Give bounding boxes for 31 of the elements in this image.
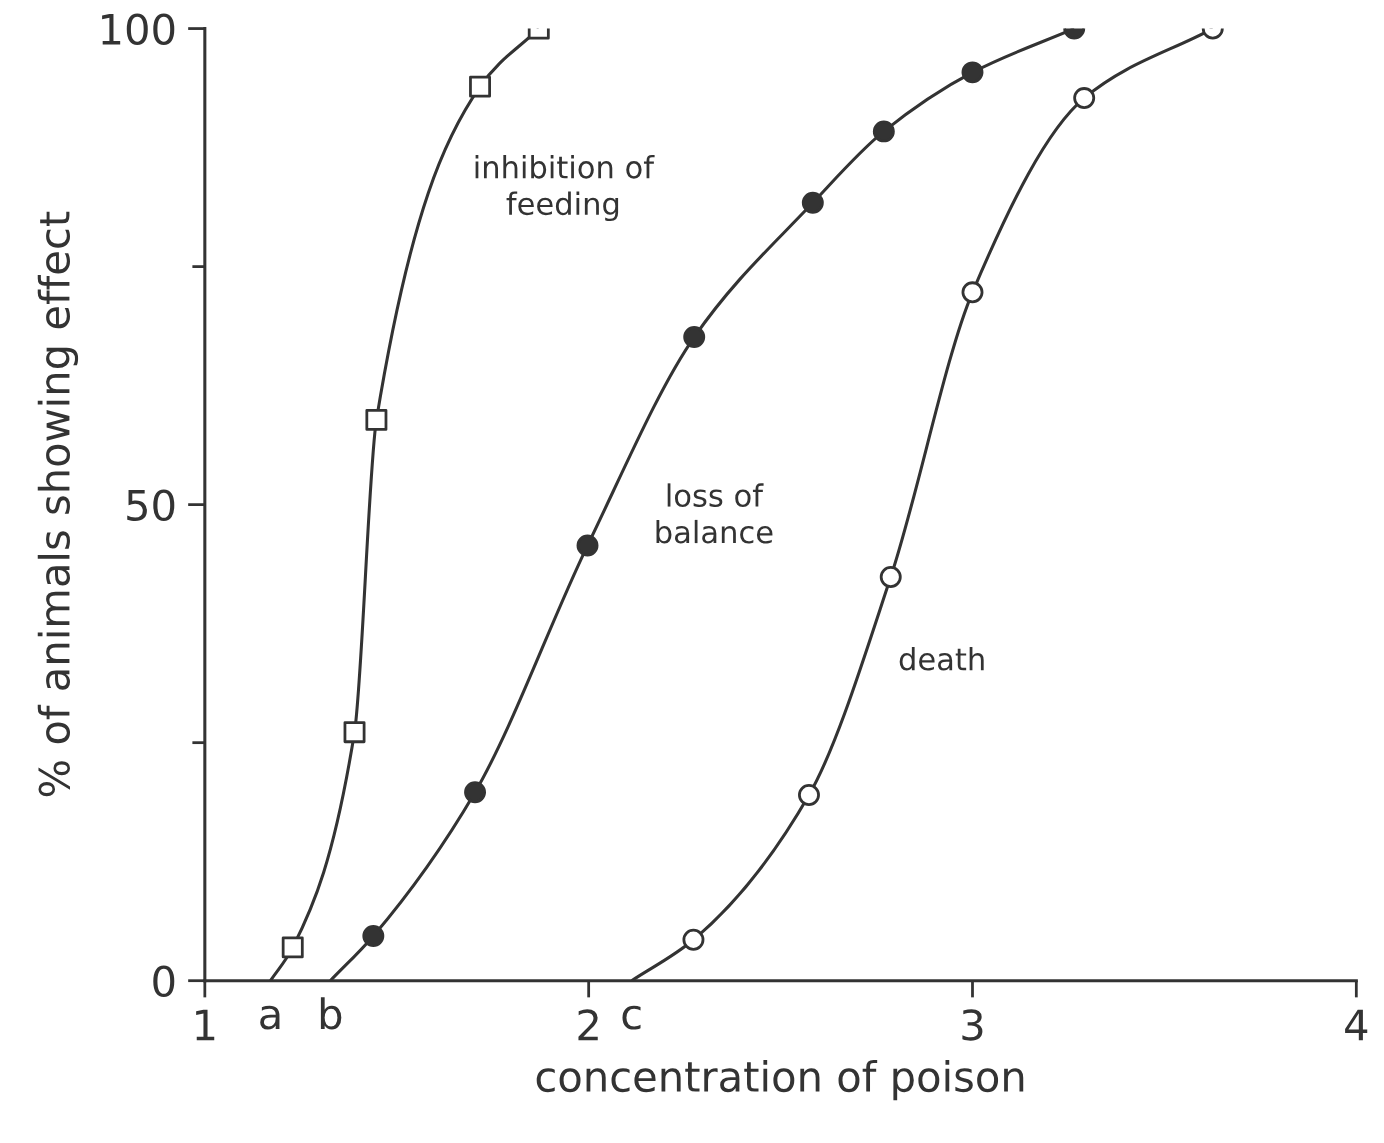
point (576, 534, 599, 557)
x-axis-title: concentration of poison (536, 1059, 1024, 1101)
point (879, 566, 902, 588)
point (961, 61, 984, 84)
point (464, 781, 487, 804)
annotation: a (260, 1005, 280, 1030)
point (1073, 87, 1096, 110)
point (343, 721, 366, 744)
annotation: b (320, 997, 342, 1030)
x-tick-label: 3 (962, 1009, 983, 1041)
x-tick-label: 1 (196, 1009, 215, 1041)
point (961, 281, 984, 304)
point (469, 75, 491, 98)
x-tick-label: 2 (578, 1009, 598, 1041)
y-axis-title: % of animals showing effect (37, 211, 79, 797)
point (683, 326, 706, 349)
y-tick-label: 100 (102, 13, 175, 45)
point (798, 784, 820, 806)
y-tick-label: 0 (153, 965, 175, 998)
point (281, 936, 304, 959)
annotation: c (622, 1005, 641, 1030)
point (872, 120, 895, 143)
point (365, 408, 388, 431)
y-tick-label: 50 (127, 489, 175, 522)
series-label: loss of balance (656, 483, 773, 544)
point (682, 928, 705, 951)
point (362, 924, 385, 947)
point (801, 191, 824, 214)
series-label: death (899, 646, 984, 671)
series-label: inhibition of feeding (475, 154, 655, 222)
x-tick-label: 4 (1345, 1009, 1368, 1041)
